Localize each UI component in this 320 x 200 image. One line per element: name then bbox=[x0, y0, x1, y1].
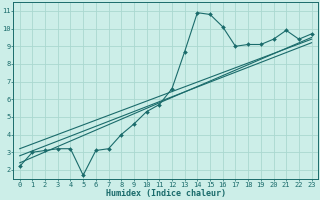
X-axis label: Humidex (Indice chaleur): Humidex (Indice chaleur) bbox=[106, 189, 226, 198]
